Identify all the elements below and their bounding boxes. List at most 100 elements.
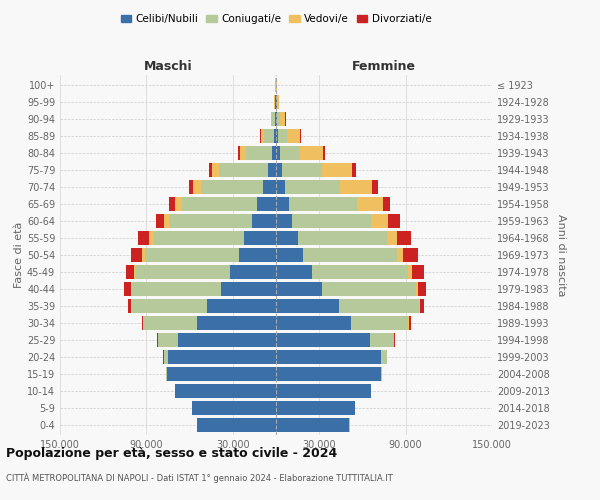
Bar (276, 367, 381, 381)
Bar (139, 231, 149, 245)
Bar (276, 129, 278, 143)
Bar (261, 129, 264, 143)
Bar (164, 350, 168, 364)
Bar (263, 180, 276, 194)
Bar (276, 146, 280, 160)
Text: Femmine: Femmine (352, 60, 416, 74)
Bar (251, 214, 276, 228)
Text: CITTÀ METROPOLITANA DI NAPOLI - Dati ISTAT 1° gennaio 2024 - Elaborazione TUTTIT: CITTÀ METROPOLITANA DI NAPOLI - Dati IST… (6, 472, 393, 483)
Bar (260, 129, 261, 143)
Bar (312, 265, 409, 279)
Bar (169, 214, 251, 228)
Bar (178, 333, 276, 347)
Bar (276, 282, 322, 296)
Y-axis label: Fasce di età: Fasce di età (14, 222, 24, 288)
Bar (131, 299, 132, 313)
Bar (197, 418, 276, 432)
Bar (212, 163, 219, 177)
Bar (136, 265, 230, 279)
Bar (322, 163, 352, 177)
Bar (132, 282, 221, 296)
Bar (351, 316, 409, 330)
Bar (128, 299, 131, 313)
Bar (158, 333, 178, 347)
Bar (193, 401, 276, 415)
Bar (124, 282, 131, 296)
Bar (238, 146, 240, 160)
Bar (189, 180, 193, 194)
Bar (276, 401, 355, 415)
Bar (276, 248, 304, 262)
Bar (272, 146, 276, 160)
Bar (419, 299, 424, 313)
Bar (280, 112, 285, 126)
Bar (244, 231, 276, 245)
Bar (383, 197, 391, 211)
Bar (276, 163, 282, 177)
Y-axis label: Anni di nascita: Anni di nascita (556, 214, 566, 296)
Bar (182, 197, 257, 211)
Bar (168, 350, 276, 364)
Bar (276, 231, 298, 245)
Bar (352, 163, 356, 177)
Bar (239, 248, 276, 262)
Bar (143, 316, 197, 330)
Bar (340, 180, 372, 194)
Bar (156, 214, 164, 228)
Bar (356, 197, 383, 211)
Bar (276, 197, 289, 211)
Bar (201, 180, 263, 194)
Bar (372, 180, 377, 194)
Bar (164, 214, 169, 228)
Bar (175, 197, 182, 211)
Bar (322, 282, 416, 296)
Legend: Celibi/Nubili, Coniugati/e, Vedovi/e, Divorziati/e: Celibi/Nubili, Coniugati/e, Vedovi/e, Di… (116, 10, 436, 29)
Bar (207, 299, 276, 313)
Bar (271, 112, 272, 126)
Bar (219, 163, 268, 177)
Bar (274, 129, 276, 143)
Bar (409, 265, 412, 279)
Bar (323, 146, 325, 160)
Bar (276, 299, 340, 313)
Bar (371, 214, 388, 228)
Bar (286, 180, 340, 194)
Bar (134, 265, 136, 279)
Bar (175, 384, 276, 398)
Bar (340, 299, 419, 313)
Bar (276, 180, 286, 194)
Bar (397, 231, 412, 245)
Bar (276, 265, 312, 279)
Bar (221, 282, 276, 296)
Bar (275, 112, 276, 126)
Bar (276, 418, 349, 432)
Bar (412, 265, 424, 279)
Bar (304, 248, 397, 262)
Bar (145, 248, 239, 262)
Bar (131, 282, 132, 296)
Bar (300, 146, 323, 160)
Bar (403, 248, 418, 262)
Bar (167, 367, 276, 381)
Bar (287, 129, 300, 143)
Bar (264, 129, 274, 143)
Bar (280, 146, 300, 160)
Bar (197, 316, 276, 330)
Bar (300, 129, 301, 143)
Bar (276, 333, 370, 347)
Bar (268, 163, 276, 177)
Bar (154, 231, 244, 245)
Bar (387, 231, 397, 245)
Bar (276, 214, 292, 228)
Bar (169, 197, 175, 211)
Bar (394, 333, 395, 347)
Bar (292, 214, 371, 228)
Text: Maschi: Maschi (143, 60, 193, 74)
Bar (193, 180, 201, 194)
Bar (298, 231, 387, 245)
Bar (418, 282, 426, 296)
Bar (230, 265, 276, 279)
Bar (257, 197, 276, 211)
Bar (381, 367, 382, 381)
Bar (142, 316, 143, 330)
